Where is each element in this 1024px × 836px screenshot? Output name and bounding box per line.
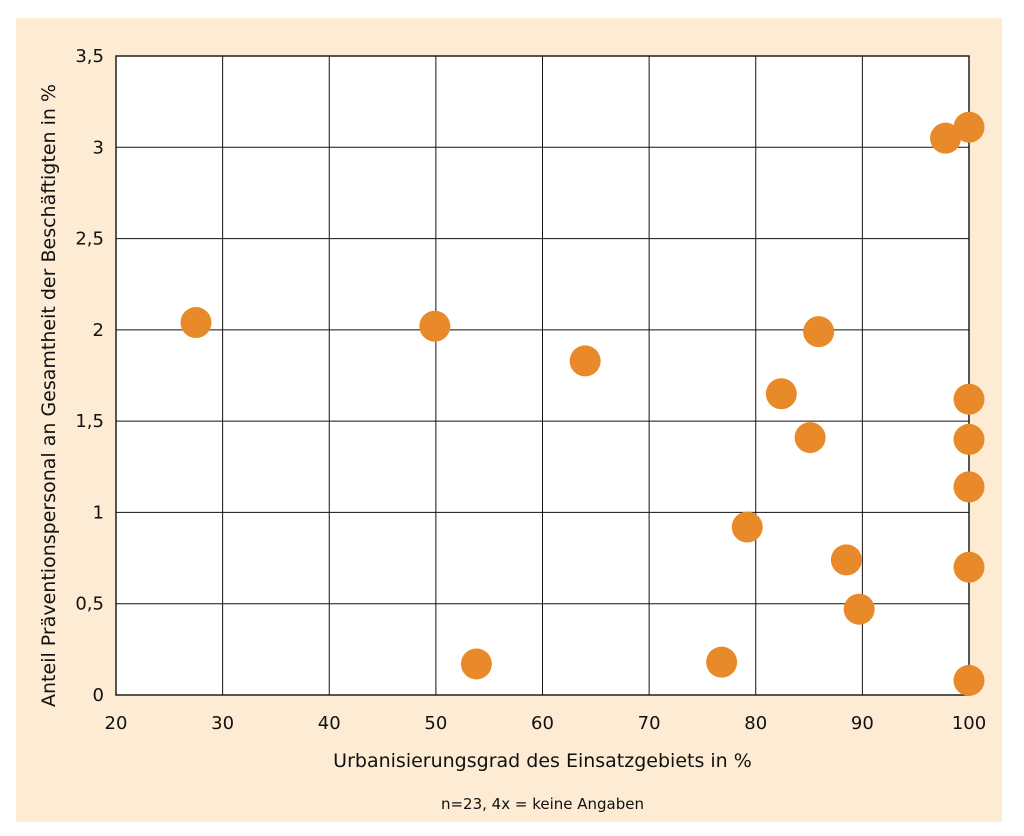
y-axis-title: Anteil Präventionspersonal an Gesamtheit…: [38, 84, 60, 707]
data-point: [794, 422, 826, 454]
x-tick-label: 20: [105, 713, 128, 734]
x-tick-label: 30: [211, 713, 234, 734]
data-points: [180, 111, 985, 696]
x-tick-label: 60: [531, 713, 554, 734]
data-point: [930, 122, 962, 154]
x-tick-label: 50: [424, 713, 447, 734]
y-tick-labels: 0 0,5 1 1,5 2 2,5 3 3,5: [75, 46, 104, 706]
x-tick-label: 70: [638, 713, 661, 734]
y-tick-label: 2,5: [75, 229, 104, 250]
data-point: [765, 378, 797, 410]
data-point: [953, 551, 985, 583]
data-point: [953, 423, 985, 455]
x-tick-label: 90: [851, 713, 874, 734]
data-point: [803, 316, 835, 348]
y-tick-label: 1: [93, 502, 104, 523]
plot-border: [115, 55, 970, 696]
data-point: [830, 544, 862, 576]
x-tick-labels: 20 30 40 50 60 70 80 90 100: [105, 713, 987, 734]
sample-size-note: n=23, 4x = keine Angaben: [441, 795, 644, 813]
data-point: [843, 593, 875, 625]
x-tick-label: 80: [744, 713, 767, 734]
data-point: [953, 383, 985, 415]
data-point: [180, 307, 212, 339]
y-tick-label: 2: [93, 320, 104, 341]
x-tick-label: 40: [318, 713, 341, 734]
data-point: [953, 664, 985, 696]
y-tick-label: 3: [93, 137, 104, 158]
data-point: [953, 471, 985, 503]
y-tick-label: 0,5: [75, 594, 104, 615]
y-tick-label: 1,5: [75, 411, 104, 432]
data-point: [731, 511, 763, 543]
data-point: [419, 310, 451, 342]
data-point: [460, 648, 492, 680]
y-tick-label: 3,5: [75, 46, 104, 67]
x-tick-label: 100: [952, 713, 986, 734]
data-point: [953, 111, 985, 143]
data-point: [569, 345, 601, 377]
y-tick-label: 0: [93, 685, 104, 706]
data-point: [706, 646, 738, 678]
x-axis-title: Urbanisierungsgrad des Einsatzgebiets in…: [333, 750, 752, 772]
